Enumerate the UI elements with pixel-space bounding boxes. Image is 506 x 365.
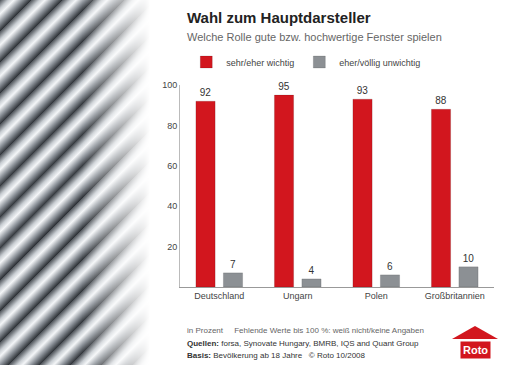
svg-text:Deutschland: Deutschland xyxy=(194,291,244,301)
svg-text:20: 20 xyxy=(167,242,177,252)
svg-text:sehr/eher wichtig: sehr/eher wichtig xyxy=(226,58,294,68)
svg-text:10: 10 xyxy=(463,253,475,264)
svg-text:in Prozent Fehlende Werte: in Prozent Fehlende Werte bis 100 %: wei… xyxy=(187,326,424,335)
svg-text:40: 40 xyxy=(167,201,177,211)
svg-text:Ungarn: Ungarn xyxy=(283,291,313,301)
svg-text:6: 6 xyxy=(387,261,393,272)
svg-text:Großbritannien: Großbritannien xyxy=(425,291,485,301)
svg-text:80: 80 xyxy=(167,121,177,131)
svg-text:Basis: Bevölkerung ab 18 Jahre: Basis: Bevölkerung ab 18 Jahre © Roto 10… xyxy=(187,351,366,360)
svg-text:100: 100 xyxy=(162,80,177,90)
svg-text:93: 93 xyxy=(357,85,369,96)
svg-text:4: 4 xyxy=(308,265,314,276)
svg-text:eher/völlig unwichtig: eher/völlig unwichtig xyxy=(339,58,420,68)
svg-text:7: 7 xyxy=(230,259,236,270)
svg-text:Polen: Polen xyxy=(365,291,388,301)
svg-text:60: 60 xyxy=(167,161,177,171)
svg-text:92: 92 xyxy=(200,87,212,98)
svg-text:88: 88 xyxy=(435,95,447,106)
svg-text:Wahl zum Hauptdarsteller: Wahl zum Hauptdarsteller xyxy=(187,9,371,26)
svg-text:Welche Rolle gute bzw. hochwer: Welche Rolle gute bzw. hochwertige Fenst… xyxy=(187,31,442,43)
svg-text:Roto: Roto xyxy=(463,344,488,356)
svg-text:95: 95 xyxy=(278,81,290,92)
svg-text:Quellen: forsa, Synovate Hunga: Quellen: forsa, Synovate Hungary, BMRB, … xyxy=(187,339,419,348)
